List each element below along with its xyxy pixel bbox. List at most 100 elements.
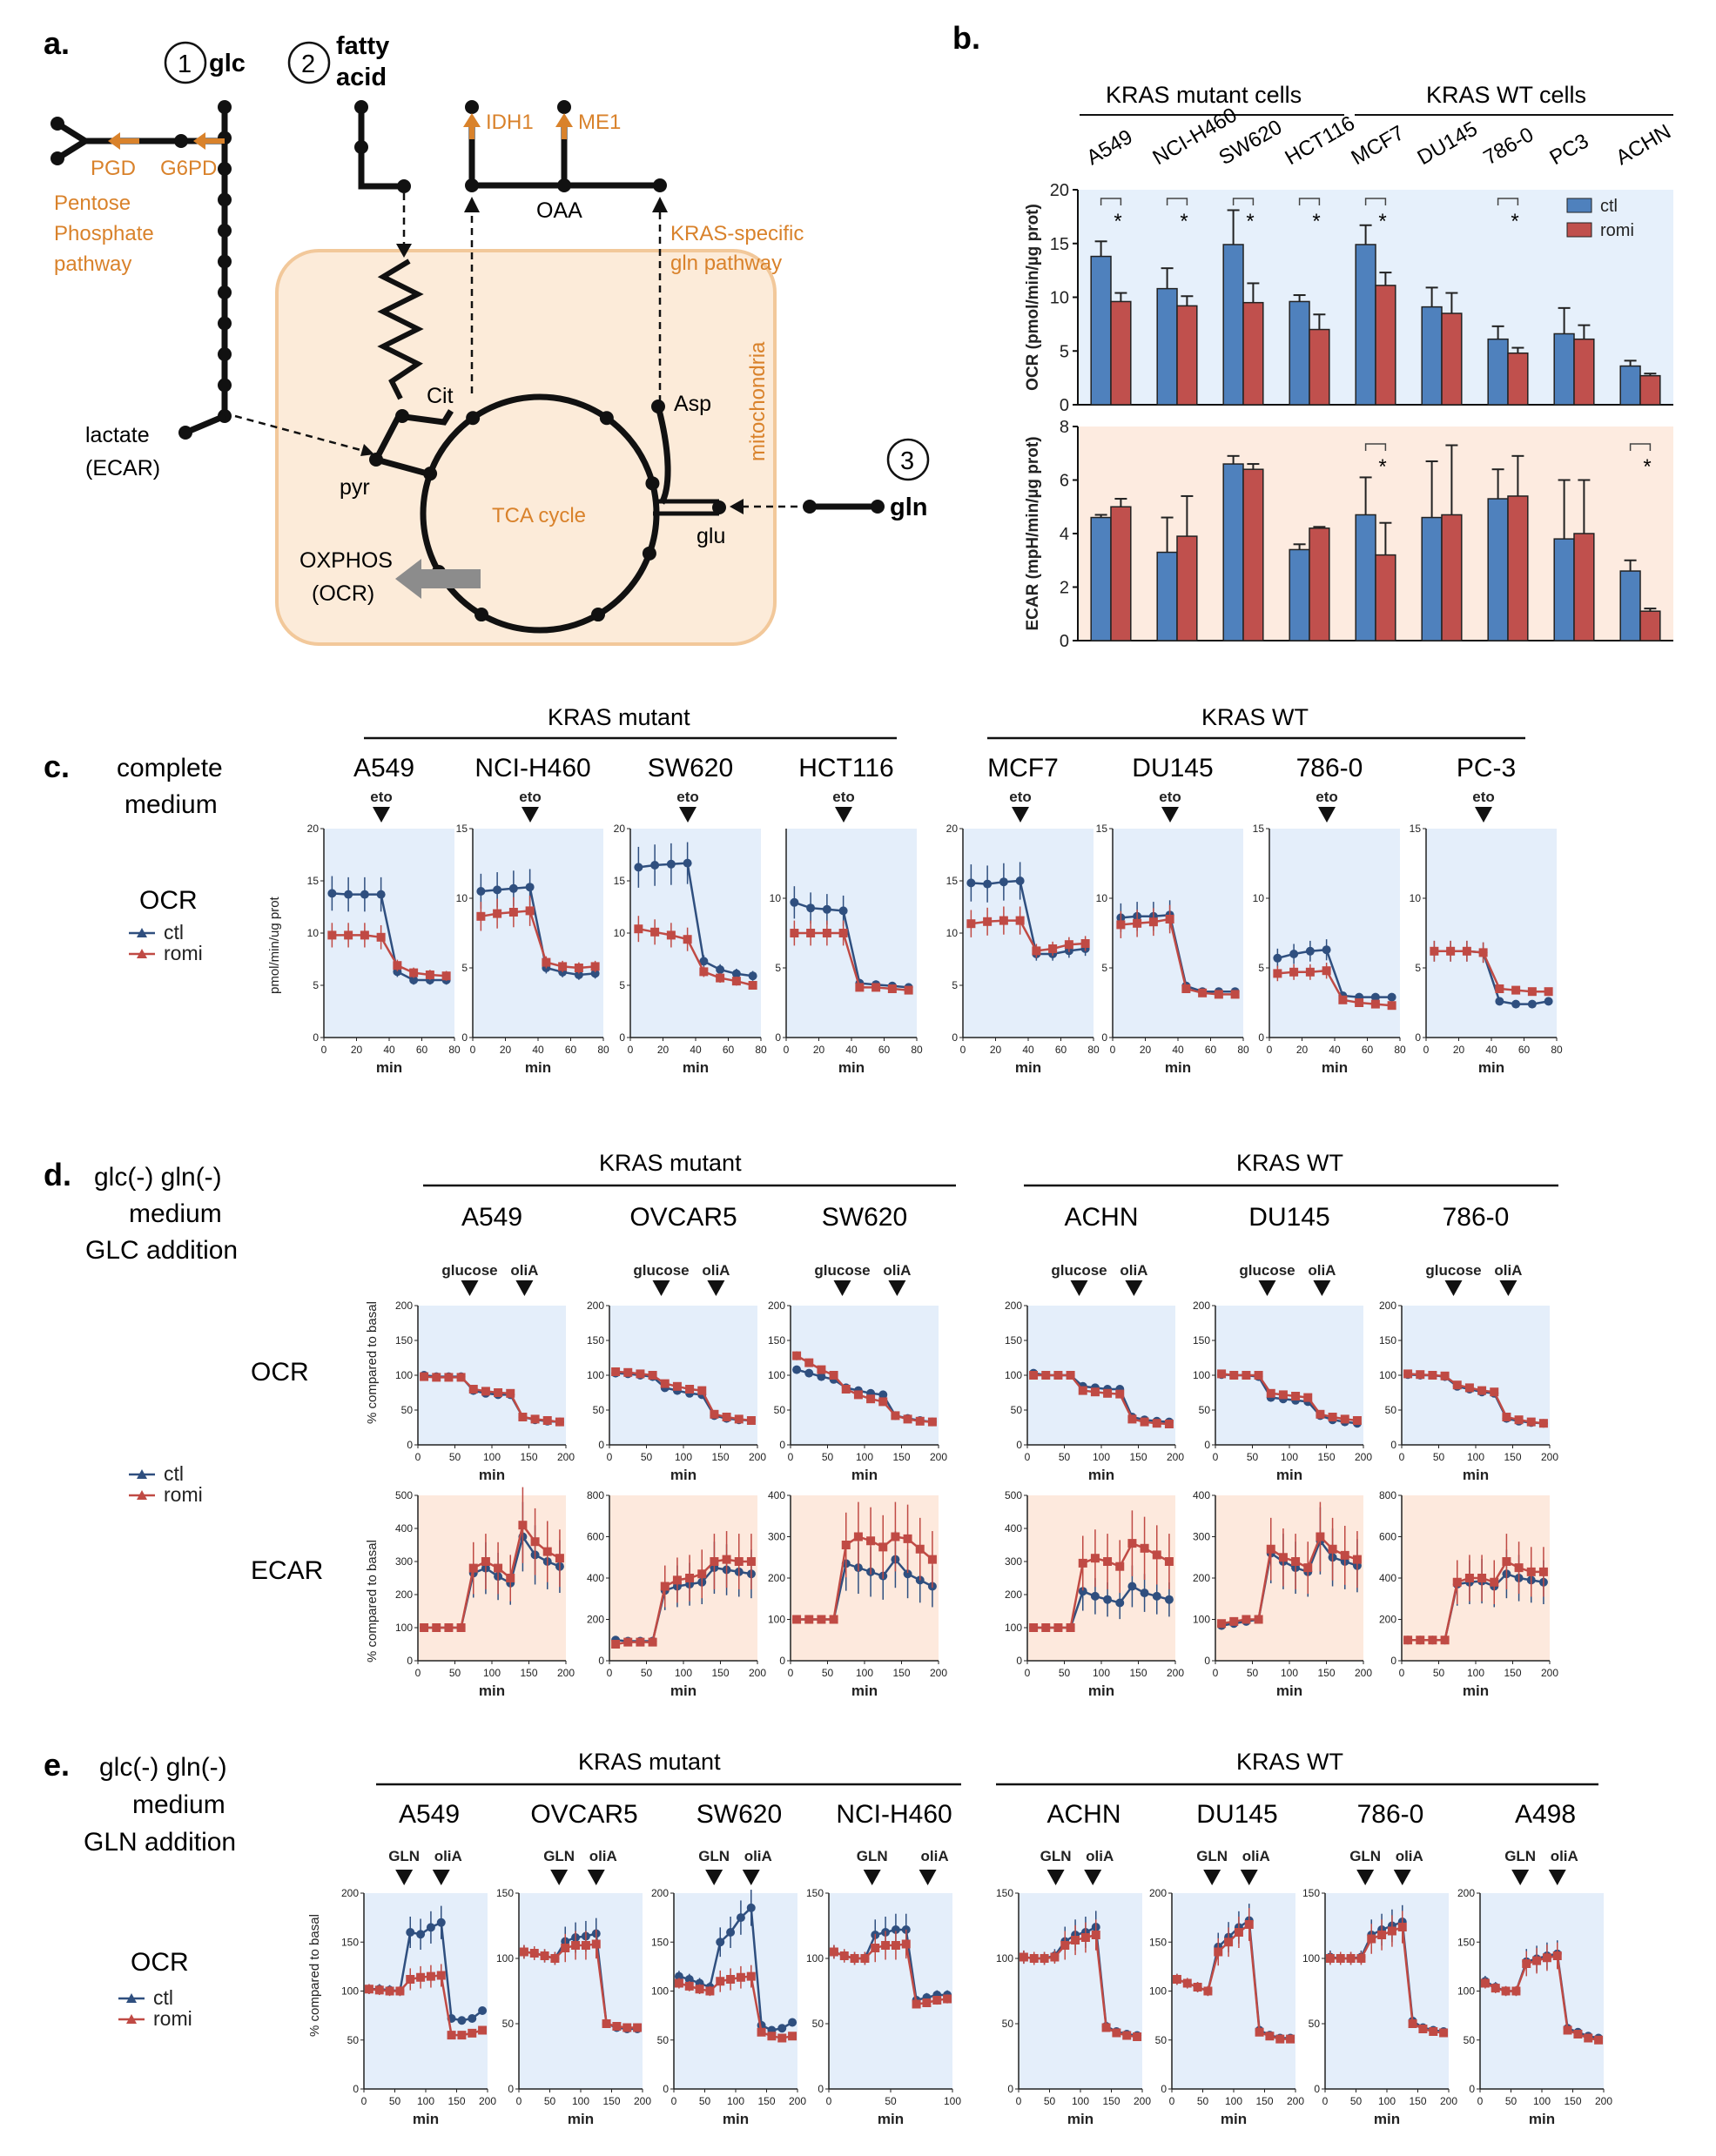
y-tick-label: 600 [587,1531,604,1543]
data-point-romi [1397,1923,1407,1931]
data-point-romi [1305,967,1315,977]
injection-marker-gln [705,1870,723,1885]
x-axis-title: min [568,2111,594,2127]
data-point-romi [1080,939,1090,948]
y-tick-label: 0 [818,2083,824,2095]
data-point-romi [591,1939,601,1949]
data-point-romi [542,1416,552,1425]
x-tick-label: 80 [448,1044,461,1056]
step-2-circle [287,41,331,84]
plot-background [963,829,1094,1038]
x-tick-label: 150 [520,1667,537,1679]
data-point-romi [494,1563,503,1573]
data-point-romi [1244,1920,1254,1929]
fatty-acid-node [354,140,368,154]
data-point-romi [1078,1386,1087,1395]
x-tick-label: 150 [711,1451,729,1463]
x-tick-label: 150 [1409,2095,1426,2107]
y-tick-label: 150 [806,1887,824,1899]
injection-label-glucose: glucose [1051,1262,1107,1279]
data-point-ctl [674,1971,683,1981]
x-tick-label: 20 [1140,1044,1152,1056]
cell-line-title-DU145: DU145 [1248,1203,1329,1232]
pyr-link [373,409,454,461]
line-chart-MCF7: 0 5 10 15 20 0 20 40 60 80 min [946,823,1100,1076]
x-tick-label: 200 [634,2095,651,2107]
y-tick-label: 100 [768,1369,785,1381]
data-point-romi [1101,2023,1111,2032]
x-tick-label: 80 [1394,1044,1406,1056]
y-tick-label: 20 [614,823,626,835]
x-tick-label: 0 [1110,1044,1116,1056]
bar-romi [1639,610,1661,641]
data-point-romi [932,1996,942,2005]
bar-ctl [1090,516,1112,641]
bar-ctl [1156,551,1178,641]
data-point-romi [1278,1553,1288,1562]
y-tick-label: 50 [502,2018,515,2030]
data-point-romi [650,927,660,937]
oxphos-label: OXPHOS [299,548,393,573]
x-tick-label: 150 [1129,1451,1147,1463]
injection-marker [1475,807,1492,823]
me1-label: ME1 [578,111,621,134]
cit-label: Cit [427,384,454,408]
plot-background [1019,1893,1142,2089]
legend-marker-ctl [126,1993,137,2003]
data-point-romi [1090,1387,1100,1397]
g6pd-label: G6PD [160,157,217,180]
x-tick-label: 100 [944,2095,961,2107]
x-tick-label: 200 [1167,1667,1184,1679]
data-point-romi [447,2031,456,2040]
x-axis-title: min [723,2111,749,2127]
glu-label: glu [696,524,725,548]
plot-background [829,1893,952,2089]
y-tick-label: 200 [1149,1887,1167,1899]
oxphos-arrow-body [418,569,481,588]
x-tick-label: 100 [856,1667,873,1679]
plot-background [1027,1495,1175,1661]
glycolysis-chain [218,100,232,423]
bar-ctl [1619,365,1641,406]
y-tick-label: 150 [1149,1936,1167,1948]
data-point-romi [1403,1369,1413,1379]
y-tick-label: 400 [395,1522,413,1535]
data-point-romi [1452,1577,1462,1587]
data-point-romi [395,1986,405,1996]
x-tick-label: 0 [1399,1667,1405,1679]
data-point-romi [903,1414,912,1424]
data-point-romi [1273,969,1282,978]
x-tick-label: 60 [416,1044,428,1056]
y-tick-label: 0 [663,2083,669,2095]
injection-label-olia: oliA [1086,1848,1114,1864]
y-tick-label: 50 [657,2034,670,2046]
step-1-circle [164,41,207,84]
data-point-romi [1164,1557,1174,1566]
line-chart-OVCAR5: 0 50 100 150 0 50 100 150 200 min [496,1887,651,2127]
tca-node [599,411,614,426]
x-tick-label: 100 [1467,1667,1484,1679]
y-axis-title-ocr: % compared to basal [365,1301,380,1424]
data-point-romi [1355,998,1364,1007]
data-point-romi [1480,1978,1490,1988]
oaa-node [653,178,667,192]
y-tick-label: 10 [456,892,468,904]
data-point-romi [806,929,816,937]
x-tick-label: 0 [1322,2095,1329,2107]
data-point-romi [540,1951,549,1960]
bar-ctl [1222,463,1244,641]
data-point-ctl [590,969,600,978]
y-tick-label: 300 [768,1531,785,1543]
y-tick-label: 150 [768,1334,785,1347]
pyr-node [369,453,383,467]
fatty-acid-label-2: acid [336,64,387,91]
x-tick-label: 200 [557,1667,575,1679]
data-point-romi [1522,1959,1531,1968]
data-point-ctl [891,1925,900,1934]
data-point-ctl [788,2018,797,2027]
step-1-number: 1 [178,50,192,78]
glycolysis-node [218,254,232,269]
ppp-node [50,117,64,131]
bar-romi [1507,352,1529,406]
y-tick-label: 200 [768,1300,785,1312]
